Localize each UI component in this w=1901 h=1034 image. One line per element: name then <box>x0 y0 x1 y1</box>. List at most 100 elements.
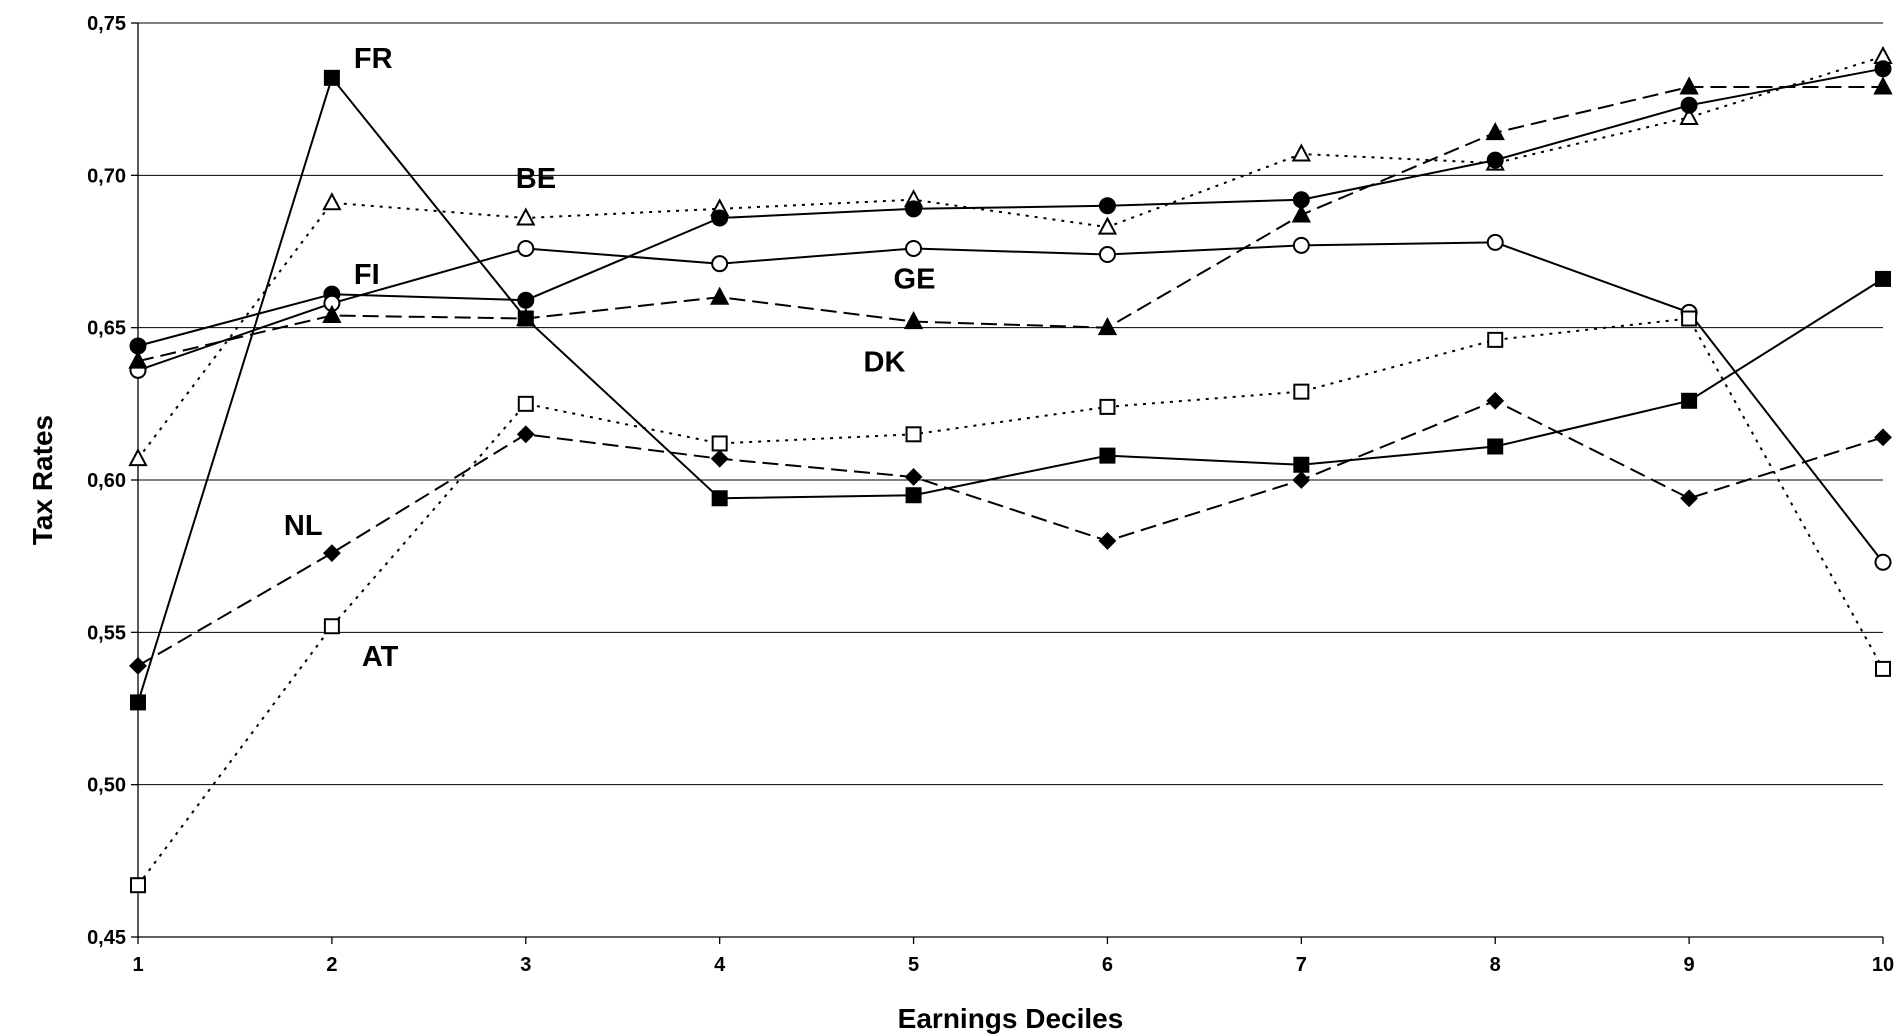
x-tick-labels: 1 2 3 4 5 6 7 8 9 10 <box>132 954 1894 976</box>
data-point-be <box>1291 143 1312 162</box>
data-point-fi <box>1680 96 1698 114</box>
series-line-dk <box>137 86 1883 363</box>
data-point-dk <box>128 350 148 369</box>
series-line-ge <box>137 241 1884 563</box>
data-point-ge <box>905 239 923 257</box>
y-axis-title: Tax Rates <box>27 415 58 545</box>
data-point-be <box>322 192 342 211</box>
data-point-fr <box>1681 392 1698 409</box>
y-tick-labels: 0,45 0,50 0,55 0,60 0,65 0,70 0,75 <box>87 13 126 949</box>
data-point-be <box>1679 106 1699 125</box>
x-tick-label: 7 <box>1296 954 1307 976</box>
data-point-be <box>1097 216 1118 235</box>
data-point-fi <box>1098 197 1116 215</box>
data-point-at <box>1293 383 1310 400</box>
series-label-fi: FI <box>354 259 380 291</box>
series-label-nl: NL <box>284 510 323 542</box>
gridlines <box>138 22 1883 786</box>
data-point-fi <box>517 291 535 309</box>
data-point-fi <box>711 209 729 227</box>
data-point-dk <box>1291 204 1312 223</box>
data-point-be <box>128 448 148 467</box>
data-point-nl <box>710 449 729 468</box>
data-point-at <box>1487 331 1504 348</box>
data-point-nl <box>129 656 147 675</box>
data-point-at <box>517 395 534 412</box>
data-point-dk <box>1097 317 1118 336</box>
data-point-at <box>905 426 922 443</box>
x-tick-label: 6 <box>1102 954 1113 976</box>
data-point-dk <box>322 304 342 323</box>
data-point-at <box>1875 660 1891 677</box>
data-point-fr <box>130 694 146 711</box>
data-point-fr <box>1099 447 1116 464</box>
data-point-dk <box>903 310 924 330</box>
data-point-dk <box>1873 76 1893 95</box>
data-point-fr <box>711 490 728 507</box>
data-point-at <box>130 877 146 894</box>
data-point-ge <box>711 255 729 273</box>
y-tick-label: 0,55 <box>87 622 126 644</box>
data-point-nl <box>1098 532 1117 550</box>
data-point-dk <box>516 307 536 327</box>
x-tick-label: 3 <box>520 954 531 976</box>
series-label-be: BE <box>516 163 556 195</box>
data-point-nl <box>322 544 341 563</box>
series-line-fi <box>137 67 1884 347</box>
y-tick-label: 0,50 <box>87 775 126 797</box>
data-point-ge <box>517 239 535 257</box>
data-point-fi <box>905 200 923 218</box>
series-line-nl <box>137 399 1884 667</box>
data-point-dk <box>1679 76 1699 95</box>
series-label-fr: FR <box>354 43 393 75</box>
series-line-fr <box>137 75 1884 703</box>
data-point-at <box>323 618 340 635</box>
data-point-nl <box>1874 428 1892 447</box>
series-line-be <box>137 55 1884 460</box>
y-tick-label: 0,75 <box>87 13 126 35</box>
data-point-ge <box>1292 236 1310 254</box>
x-tick-label: 10 <box>1872 954 1894 976</box>
data-point-nl <box>516 425 535 444</box>
data-point-fr <box>323 69 340 86</box>
data-point-at <box>1681 310 1698 327</box>
data-point-ge <box>1874 553 1892 571</box>
data-point-be <box>516 207 536 226</box>
data-point-fr <box>905 487 922 504</box>
y-tick-label: 0,65 <box>87 318 126 340</box>
axes <box>131 22 1884 944</box>
series-annotations: FR BE FI GE DK NL AT <box>284 43 936 673</box>
data-point-dk <box>710 286 730 305</box>
data-point-at <box>711 435 728 452</box>
data-point-fi <box>1486 151 1504 169</box>
data-point-nl <box>1486 391 1505 410</box>
x-tick-label: 2 <box>326 954 337 976</box>
data-point-nl <box>1680 489 1699 508</box>
data-point-nl <box>1292 471 1311 489</box>
series-label-dk: DK <box>864 347 906 379</box>
data-point-fr <box>1293 456 1310 473</box>
x-tick-label: 9 <box>1684 954 1695 976</box>
series-label-ge: GE <box>894 263 936 295</box>
data-point-dk <box>1485 122 1505 141</box>
data-point-ge <box>1098 246 1116 264</box>
x-tick-label: 8 <box>1490 954 1501 976</box>
x-tick-label: 4 <box>714 954 726 976</box>
series-label-at: AT <box>362 641 399 673</box>
x-tick-label: 1 <box>132 954 143 976</box>
data-point-at <box>1099 398 1116 415</box>
data-point-ge <box>1486 233 1504 251</box>
x-axis-title: Earnings Deciles <box>898 1003 1124 1034</box>
y-tick-label: 0,45 <box>87 927 126 949</box>
data-point-fr <box>1487 438 1504 455</box>
y-tick-label: 0,70 <box>87 165 126 187</box>
data-point-fr <box>1875 270 1891 287</box>
x-tick-label: 5 <box>908 954 919 976</box>
y-tick-label: 0,60 <box>87 470 126 492</box>
series-lines <box>137 55 1884 886</box>
data-point-nl <box>904 468 923 486</box>
series-markers <box>128 45 1893 894</box>
data-point-fi <box>1874 60 1892 78</box>
series-line-at <box>137 317 1884 886</box>
